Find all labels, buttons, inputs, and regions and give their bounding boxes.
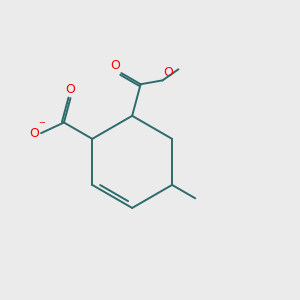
Text: O: O bbox=[110, 58, 120, 72]
Text: O: O bbox=[164, 66, 173, 79]
Text: O: O bbox=[66, 83, 75, 96]
Text: −: − bbox=[38, 118, 45, 127]
Text: O: O bbox=[30, 127, 40, 140]
